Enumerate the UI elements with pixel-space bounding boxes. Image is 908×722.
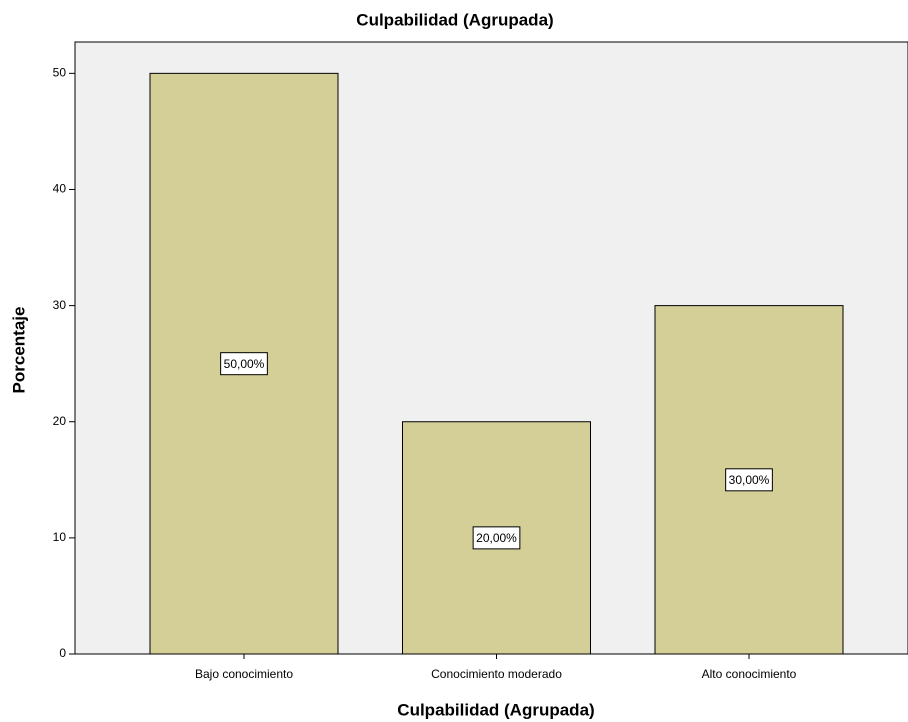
y-tick-label: 50: [53, 66, 67, 80]
x-tick-label: Bajo conocimiento: [195, 667, 293, 681]
value-label-box: [725, 468, 773, 492]
y-tick-label: 10: [53, 530, 67, 544]
y-tick-label: 0: [59, 646, 66, 660]
y-tick-label: 30: [53, 298, 67, 312]
value-label: 20,00%: [476, 531, 517, 545]
x-tick-label: Alto conocimiento: [702, 667, 797, 681]
chart-title: Culpabilidad (Agrupada): [356, 10, 553, 29]
value-label: 50,00%: [224, 357, 265, 371]
x-axis-label: Culpabilidad (Agrupada): [397, 700, 594, 719]
value-label-box: [220, 352, 268, 376]
y-tick-label: 20: [53, 414, 67, 428]
value-label: 30,00%: [729, 473, 770, 487]
value-label-box: [472, 526, 521, 550]
x-tick-label: Conocimiento moderado: [431, 667, 562, 681]
y-axis-label: Porcentaje: [9, 307, 28, 394]
y-tick-label: 40: [53, 182, 67, 196]
